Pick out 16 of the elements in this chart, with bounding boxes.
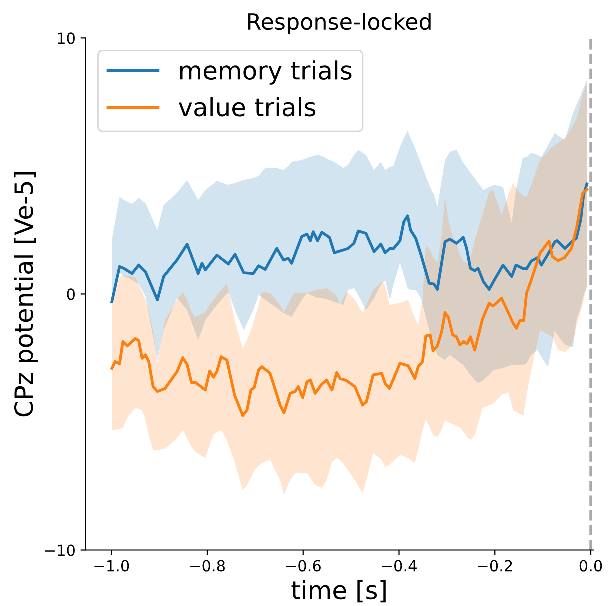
x-tick-label: 0.0 — [580, 560, 602, 572]
line-series — [110, 182, 589, 304]
y-tick-label: 0 — [67, 288, 75, 300]
x-tick-label: −0.4 — [382, 560, 417, 572]
line-series — [110, 188, 589, 418]
y-tick-label: −10 — [45, 544, 75, 556]
legend-label: memory trials — [180, 60, 352, 85]
x-tick-label: −1.0 — [94, 560, 130, 572]
x-axis-title: time [s] — [292, 580, 386, 603]
chart-title: Response-locked — [248, 12, 431, 34]
legend-label: value trials — [178, 97, 316, 117]
x-tick-label: −0.6 — [286, 560, 321, 572]
y-tick-label: 10 — [58, 32, 75, 44]
x-tick-label: −0.8 — [190, 560, 225, 572]
y-axis-title: CPz potential [Ve-5] — [14, 172, 38, 417]
x-tick-label: −0.2 — [478, 560, 512, 572]
